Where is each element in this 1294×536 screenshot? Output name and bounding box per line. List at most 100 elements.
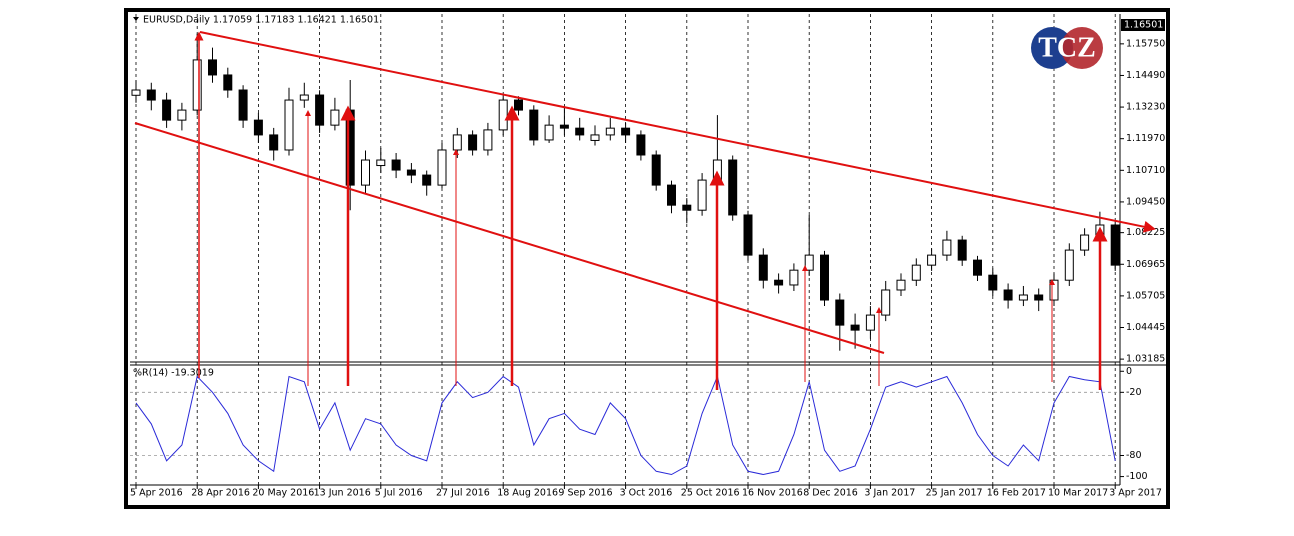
candle-body	[498, 99, 508, 131]
candle-body	[406, 169, 416, 176]
y-tick-label: -20	[1126, 387, 1142, 398]
x-tick-label: 25 Jan 2017	[926, 488, 983, 499]
candle-body	[299, 94, 309, 101]
y-tick-label: -80	[1126, 450, 1142, 461]
x-tick-label: 9 Sep 2016	[558, 488, 612, 499]
candle-body	[1034, 294, 1044, 301]
candle-body	[559, 124, 569, 129]
candle-body	[774, 279, 784, 286]
candle-body	[957, 239, 967, 261]
lower-trendline	[134, 122, 885, 354]
y-tick-label: 1.13230	[1126, 102, 1165, 113]
candle-body	[820, 254, 829, 301]
candle-body	[544, 124, 554, 141]
candle-body	[330, 109, 340, 126]
candle-body	[651, 154, 661, 186]
last-price-label: 1.16501	[1124, 20, 1163, 31]
candle-body	[192, 59, 202, 111]
frame	[124, 8, 1170, 509]
upper-trendline	[199, 31, 1156, 233]
candle-body	[636, 134, 646, 156]
candle-body	[452, 134, 462, 151]
candle-body	[284, 99, 294, 151]
y-tick-label: 1.06965	[1126, 259, 1165, 270]
candle-body	[621, 127, 631, 136]
candle-body	[743, 214, 753, 256]
menu-arrow	[133, 17, 139, 21]
candle-body	[804, 254, 814, 271]
candle-body	[789, 269, 799, 286]
candle-body	[667, 184, 676, 206]
y-tick-label: 1.09450	[1126, 196, 1165, 207]
candle-body	[865, 314, 875, 331]
candle-body	[575, 127, 585, 136]
candle-body	[728, 159, 738, 216]
plot-area: 5 Apr 2016 28 Apr 2016 20 May 2016 13 Jun 2…	[130, 14, 1165, 499]
y-tick-label: 1.08225	[1126, 227, 1165, 238]
candle-body	[927, 254, 937, 266]
candle-body	[881, 289, 891, 316]
candle-body	[1049, 279, 1059, 301]
candle-body	[361, 159, 370, 186]
y-tick-label: 1.03185	[1126, 354, 1165, 365]
y-tick-label: 1.10710	[1126, 165, 1165, 176]
x-tick-label: 16 Nov 2016	[742, 488, 803, 499]
candle-body	[850, 324, 860, 331]
candle-body	[896, 279, 906, 291]
candle-body	[376, 159, 386, 167]
candle-body	[223, 74, 233, 91]
candle-body	[529, 109, 539, 141]
candle-body	[1003, 289, 1013, 301]
candle-body	[942, 239, 952, 256]
x-tick-label: 3 Apr 2017	[1109, 488, 1162, 499]
candle-body	[514, 99, 523, 111]
candle-body	[391, 159, 401, 171]
x-tick-label: 3 Jan 2017	[864, 488, 915, 499]
y-tick-label: 1.04445	[1126, 322, 1165, 333]
annotations	[134, 31, 1156, 390]
candle-body	[162, 99, 172, 121]
candle-body	[1064, 249, 1074, 281]
candle-body	[315, 94, 325, 126]
candle-body	[911, 264, 921, 281]
candle-body	[146, 89, 156, 101]
x-tick-label: 8 Dec 2016	[803, 488, 858, 499]
x-tick-label: 3 Oct 2016	[620, 488, 673, 499]
candle-body	[682, 204, 692, 211]
candle-body	[131, 89, 141, 96]
candle-body	[483, 129, 493, 151]
y-tick-label: 0	[1126, 366, 1132, 377]
candle-body	[1018, 294, 1028, 301]
candle-body	[988, 274, 998, 291]
logo-text: TCZ	[1038, 32, 1096, 63]
y-tick-label: 1.11970	[1126, 133, 1165, 144]
williams-r-line	[135, 374, 1116, 476]
x-tick-label: 18 Aug 2016	[497, 488, 558, 499]
y-tick-label: 1.14490	[1126, 70, 1165, 81]
logo-circle	[1061, 27, 1103, 69]
candle-body	[605, 127, 615, 136]
candle-body	[1080, 234, 1090, 251]
candle-body	[437, 149, 447, 186]
y-tick-label: 1.15750	[1126, 38, 1165, 49]
x-tick-label: 16 Feb 2017	[987, 488, 1046, 499]
candle-body	[697, 179, 707, 211]
x-tick-label: 13 Jun 2016	[314, 488, 371, 499]
candle-body	[208, 59, 217, 76]
candle-body	[835, 299, 845, 326]
candle-body	[238, 89, 248, 121]
candle-body	[468, 134, 478, 151]
logo: TCZ	[1031, 27, 1103, 69]
candle-body	[973, 259, 982, 276]
x-tick-label: 10 Mar 2017	[1048, 488, 1108, 499]
candle-body	[1110, 224, 1120, 266]
y-tick-label: -100	[1126, 471, 1148, 482]
x-tick-label: 28 Apr 2016	[191, 488, 250, 499]
candle-body	[253, 119, 263, 136]
candle-body	[177, 109, 187, 121]
candle-body	[712, 159, 722, 181]
x-tick-label: 5 Apr 2016	[130, 488, 183, 499]
y-tick-label: 1.05705	[1126, 290, 1165, 301]
x-tick-label: 25 Oct 2016	[681, 488, 740, 499]
